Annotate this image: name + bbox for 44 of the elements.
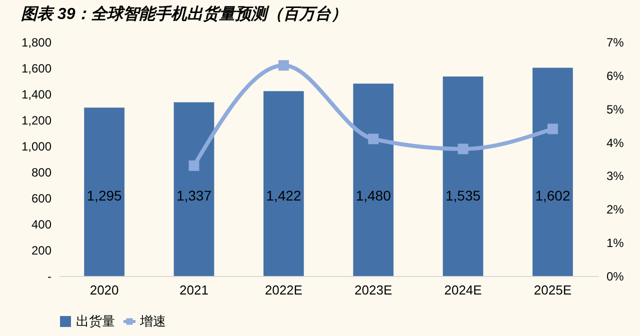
y2-tick-label: 7% — [606, 36, 624, 50]
y-tick-label: 1,600 — [21, 62, 52, 76]
y-tick-label: 1,400 — [21, 88, 52, 102]
x-tick-label: 2020 — [90, 282, 119, 298]
bar — [442, 76, 484, 276]
data-label: 1,422 — [266, 187, 302, 204]
x-tick-label: 2022E — [264, 282, 303, 298]
y-tick-label: 800 — [31, 166, 52, 180]
point — [188, 160, 200, 171]
x-tick-label: 2023E — [354, 282, 392, 298]
y2-tick-label: 0% — [606, 270, 624, 284]
x-tick-label: 2024E — [444, 282, 482, 298]
point — [278, 60, 289, 71]
x-tick-label: 2025E — [534, 282, 572, 298]
data-label: 1,480 — [356, 187, 392, 204]
y2-tick-label: 1% — [606, 236, 624, 250]
y2-tick-label: 6% — [606, 68, 624, 83]
y-tick-label: 400 — [31, 218, 52, 232]
bar — [353, 84, 394, 276]
data-label: 1,337 — [176, 187, 212, 204]
x-tick-label: 2021 — [180, 282, 208, 298]
y-tick-label: 1,800 — [21, 36, 52, 50]
y2-tick-label: 2% — [606, 202, 624, 217]
y2-tick-label: 5% — [606, 102, 624, 116]
bar — [263, 91, 304, 276]
point — [458, 144, 468, 154]
y2-tick-label: 4% — [606, 136, 624, 150]
y-tick-label: 600 — [31, 192, 52, 206]
bar — [532, 68, 573, 276]
y-tick-label: - — [48, 270, 52, 284]
data-label: 1,295 — [86, 187, 122, 204]
chart-title: 图表 39：全球智能手机出货量预测（百万台） — [20, 5, 348, 23]
legend-label: 出货量 — [76, 314, 115, 328]
y-tick-label: 1,200 — [21, 114, 52, 128]
data-label: 1,535 — [446, 187, 481, 204]
point — [547, 124, 558, 134]
data-label: 1,602 — [535, 187, 570, 204]
y-tick-label: 200 — [31, 244, 52, 258]
y-tick-label: 1,000 — [21, 140, 52, 154]
legend-label: 增速 — [139, 314, 166, 328]
bar — [174, 102, 214, 276]
y2-tick-label: 3% — [606, 169, 624, 184]
bar — [84, 108, 124, 276]
point — [368, 134, 379, 144]
